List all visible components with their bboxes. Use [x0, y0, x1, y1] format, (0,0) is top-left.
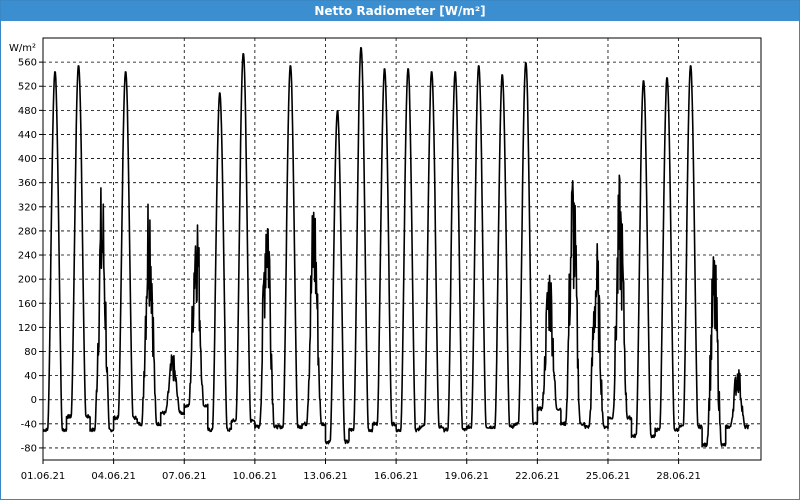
x-tick-label: 25.06.21 — [586, 471, 631, 482]
y-tick-label: 160 — [18, 299, 37, 310]
y-tick-label: 80 — [24, 347, 37, 358]
y-axis-label: W/m² — [9, 43, 36, 54]
x-tick-label: 01.06.21 — [21, 471, 66, 482]
y-tick-label: 0 — [31, 395, 37, 406]
x-tick-label: 22.06.21 — [515, 471, 560, 482]
y-tick-label: 320 — [18, 202, 37, 213]
y-axis: -80 -40 0 40 80 120 160 200 240 280 320 360 400 440 48… — [18, 58, 43, 454]
y-tick-label: 280 — [18, 226, 37, 237]
y-tick-label: 400 — [18, 154, 37, 165]
y-tick-label: 40 — [24, 371, 37, 382]
x-tick-label: 16.06.21 — [374, 471, 419, 482]
y-tick-label: 360 — [18, 178, 37, 189]
x-tick-label: 13.06.21 — [303, 471, 348, 482]
x-tick-label: 10.06.21 — [233, 471, 278, 482]
x-tick-label: 19.06.21 — [444, 471, 489, 482]
y-tick-label: 120 — [18, 323, 37, 334]
x-tick-label: 28.06.21 — [656, 471, 701, 482]
y-tick-label: 520 — [18, 82, 37, 93]
y-tick-label: 560 — [18, 58, 37, 69]
y-tick-label: 480 — [18, 106, 37, 117]
y-tick-label: 200 — [18, 275, 37, 286]
x-tick-label: 07.06.21 — [162, 471, 207, 482]
y-tick-label: 440 — [18, 130, 37, 141]
window-title: Netto Radiometer [W/m²] — [1, 1, 799, 21]
y-tick-label: -80 — [21, 443, 37, 454]
x-tick-label: 04.06.21 — [91, 471, 136, 482]
y-tick-label: 240 — [18, 251, 37, 262]
y-tick-label: -40 — [21, 419, 37, 430]
series-line — [42, 47, 750, 448]
grid-lines — [42, 38, 761, 460]
x-axis: 01.06.21 04.06.21 07.06.21 10.06.21 13.06.21… — [21, 460, 701, 482]
